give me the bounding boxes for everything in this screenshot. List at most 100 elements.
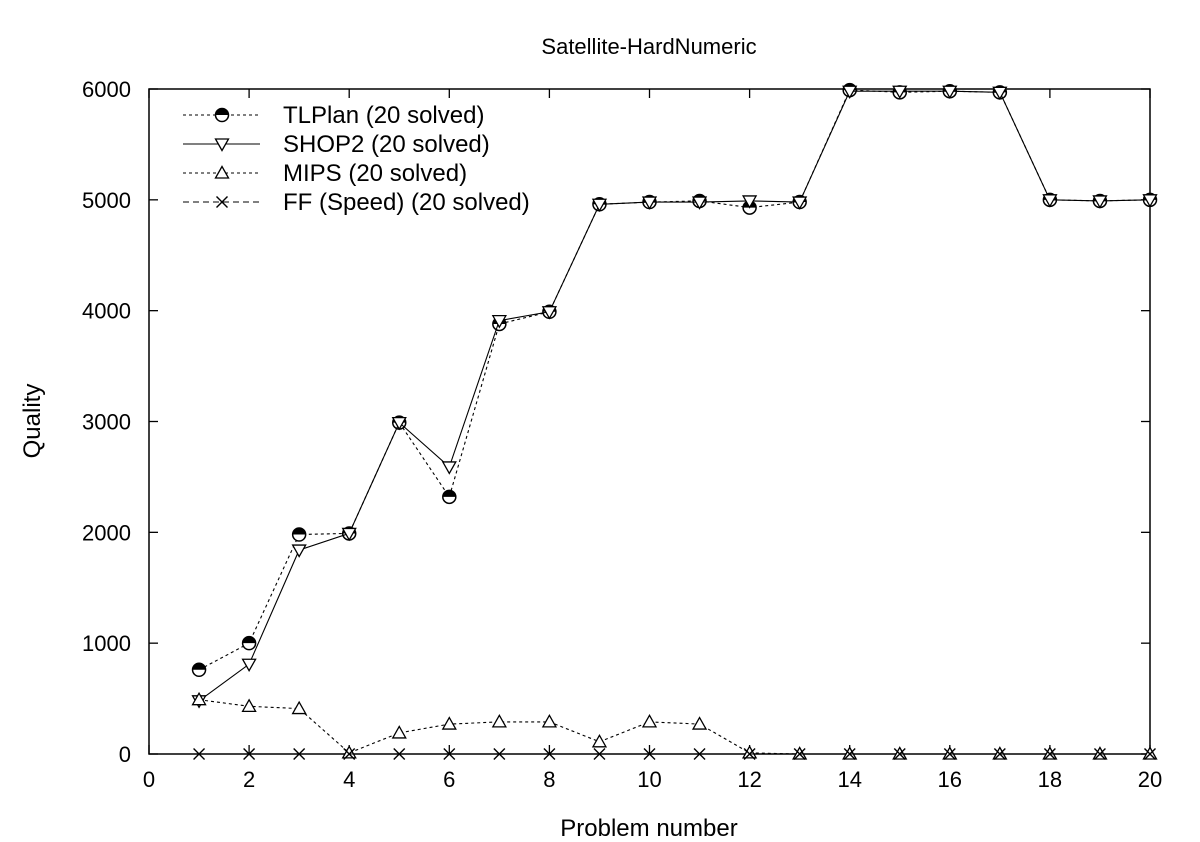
data-point: [443, 748, 456, 760]
data-point: [1043, 748, 1056, 760]
x-tick-label: 0: [143, 767, 155, 792]
data-point: [992, 86, 1008, 101]
data-point: [1042, 194, 1058, 208]
x-tick: 14: [837, 89, 862, 792]
series: [191, 85, 1158, 709]
x-tick-label: 2: [243, 767, 255, 792]
x-tick: 6: [443, 89, 455, 792]
y-tick: 5000: [82, 188, 1150, 213]
x-tick-label: 10: [637, 767, 661, 792]
y-tick-label: 3000: [82, 410, 131, 435]
data-point: [691, 716, 708, 730]
data-point: [1092, 195, 1108, 209]
data-point: [591, 733, 608, 748]
x-tick-label: 4: [343, 767, 355, 792]
data-point: [214, 165, 230, 179]
x-tick: 2: [243, 89, 255, 792]
y-tick-label: 1000: [82, 631, 131, 656]
legend-label: FF (Speed) (20 solved): [283, 189, 530, 216]
legend-label: SHOP2 (20 solved): [283, 131, 490, 158]
y-tick-label: 5000: [82, 188, 131, 213]
data-point: [216, 196, 228, 208]
data-point: [214, 107, 230, 123]
y-tick: 3000: [82, 410, 1150, 435]
data-point: [541, 714, 558, 728]
y-tick: 6000: [82, 77, 1150, 102]
x-tick: 8: [543, 89, 556, 792]
data-point: [293, 748, 306, 760]
data-point: [842, 85, 858, 100]
data-point: [441, 716, 457, 730]
data-point: [641, 196, 658, 210]
y-tick-label: 6000: [82, 77, 131, 102]
x-tick: 0: [143, 89, 155, 792]
data-point: [441, 461, 457, 475]
series: [191, 691, 1158, 760]
data-point: [291, 700, 307, 715]
data-point: [543, 748, 556, 760]
x-tick-label: 8: [543, 767, 555, 792]
legend-label: MIPS (20 solved): [283, 160, 467, 187]
data-point: [541, 306, 558, 320]
legend-entry: TLPlan (20 solved): [183, 102, 484, 129]
x-tick: 12: [737, 89, 762, 792]
data-point: [993, 748, 1006, 760]
data-point: [291, 544, 307, 558]
data-point: [643, 748, 656, 760]
data-point: [593, 748, 606, 760]
data-point: [792, 196, 808, 210]
x-tick-label: 12: [737, 767, 761, 792]
data-point: [241, 698, 257, 712]
data-point: [1142, 194, 1158, 208]
data-point: [241, 635, 257, 651]
data-point: [893, 748, 906, 760]
data-point: [493, 748, 506, 760]
axis-ticks: 0 2 4 6 8 10 12 14 16 18 20 0 1000 2000 3000 4000 5000 60…: [82, 77, 1162, 792]
data-point: [942, 85, 958, 100]
chart-title: Satellite-HardNumeric: [541, 34, 756, 59]
legend-entry: MIPS (20 solved): [183, 160, 467, 187]
data-point: [693, 748, 706, 760]
x-tick: 10: [637, 89, 662, 792]
data-point: [343, 748, 356, 760]
data-point: [691, 196, 708, 210]
data-point: [442, 489, 457, 505]
y-tick: 2000: [82, 520, 1150, 545]
data-point: [291, 527, 307, 542]
x-tick: 16: [938, 89, 962, 792]
y-axis-label: Quality: [19, 384, 46, 459]
legend: TLPlan (20 solved)SHOP2 (20 solved)MIPS …: [183, 102, 530, 216]
data-point: [491, 314, 507, 329]
data-point: [641, 714, 658, 728]
data-point: [391, 416, 407, 431]
data-point: [341, 527, 357, 542]
y-tick-label: 0: [119, 742, 131, 767]
data-point: [943, 748, 956, 760]
x-tick-label: 14: [837, 767, 861, 792]
data-point: [1144, 748, 1156, 760]
data-point: [741, 745, 758, 759]
data-point: [591, 198, 608, 213]
series-line: [199, 699, 1150, 755]
y-tick-label: 2000: [82, 520, 131, 545]
data-point: [892, 85, 908, 100]
x-tick-label: 20: [1138, 767, 1162, 792]
data-point: [193, 748, 206, 760]
series-layer: [191, 82, 1158, 760]
legend-entry: SHOP2 (20 solved): [183, 131, 490, 158]
x-tick-label: 6: [443, 767, 455, 792]
y-tick: 1000: [82, 631, 1150, 656]
data-point: [843, 748, 856, 760]
legend-entry: FF (Speed) (20 solved): [183, 189, 530, 216]
series-line: [198, 90, 1151, 702]
x-tick-label: 16: [938, 767, 962, 792]
series: [193, 748, 1156, 760]
data-point: [241, 658, 257, 673]
y-tick: 4000: [82, 299, 1150, 324]
data-point: [243, 748, 256, 760]
data-point: [793, 748, 806, 760]
data-point: [191, 662, 207, 678]
x-tick-label: 18: [1038, 767, 1062, 792]
data-point: [341, 745, 357, 759]
